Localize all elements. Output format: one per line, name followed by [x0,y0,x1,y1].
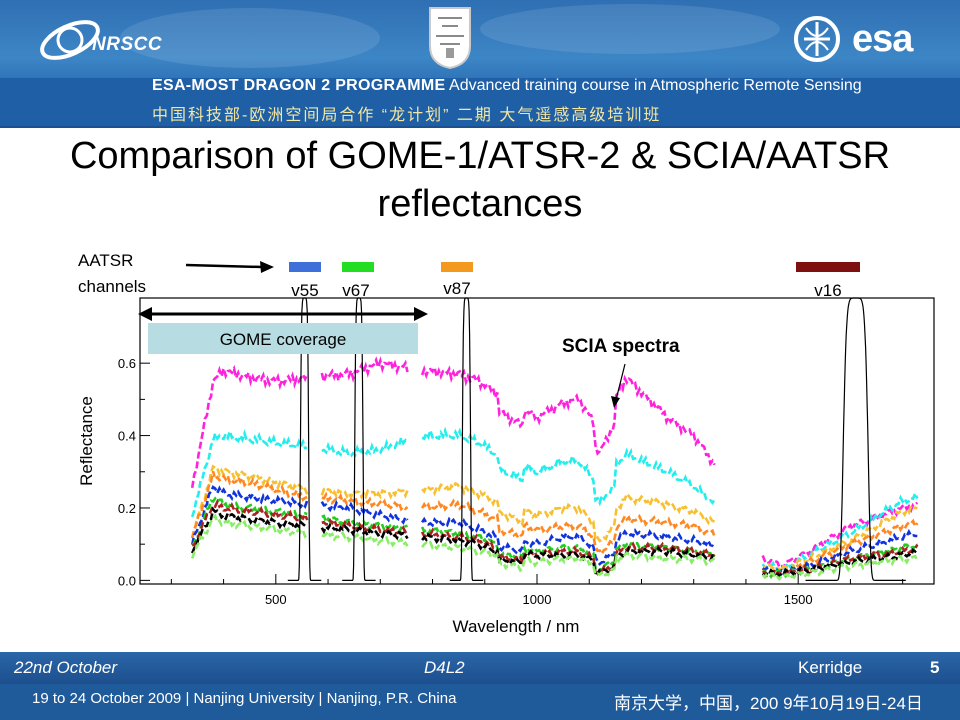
slide-title-line-1: Comparison of GOME-1/ATSR-2 & SCIA/AATSR [69,135,891,177]
header-banner: NRSCC esa ESA-MOST DRAGON 2 PROGRAMME Ad… [0,0,960,128]
x-axis-label: Wavelength / nm [453,617,580,636]
channel-swatch-v67 [342,262,374,272]
channel-label-v87: v87 [443,279,470,298]
map-shape [480,4,780,54]
aatsr-arrow-head-icon [260,261,274,273]
spectrum-line [190,356,919,571]
scia-spectra-label: SCIA spectra [562,336,680,357]
esa-logo-icon [794,16,840,62]
channel-label-v16: v16 [814,281,841,300]
aatsr-channels-label: AATSR channels [78,251,146,296]
y-tick-label: 0.2 [118,501,136,516]
slide-title-line-2: reflectances [377,183,583,225]
venue-bar [0,684,960,720]
spectrum-line [191,464,918,575]
x-tick-label: 500 [265,592,287,607]
slide-number: 5 [930,658,940,677]
nanjing-university-emblem-icon [429,7,471,70]
esa-logo-text: esa [852,18,913,60]
x-tick-label: 1000 [523,592,552,607]
footer-bar [0,652,960,684]
gome-arrow-right-icon [414,307,428,321]
channel-swatch-v87 [441,262,473,272]
map-shape [120,8,380,68]
spectra-series [190,356,919,582]
programme-description: Advanced training course in Atmospheric … [449,77,862,94]
nrscc-logo-text: NRSCC [92,34,163,55]
venue-text-chinese: 南京大学，中国，200 9年10月19日-24日 [614,694,923,713]
scia-pointer-line [615,363,626,401]
nrscc-logo-icon [40,20,100,60]
spectrum-line [190,485,918,576]
spectrum-line [190,513,919,582]
y-axis-label: Reflectance [77,396,96,486]
gome-arrow-left-icon [138,307,152,321]
programme-line: ESA-MOST DRAGON 2 PROGRAMME Advanced tra… [152,77,862,95]
y-tick-label: 0.4 [118,429,136,444]
channel-label-v67: v67 [342,281,369,300]
y-tick-label: 0.6 [118,356,136,371]
footer-speaker: Kerridge [798,658,863,677]
scia-pointer-arrow-icon [611,396,620,408]
channel-swatch-v55 [289,262,321,272]
y-tick-label: 0.0 [118,573,136,588]
programme-chinese: 中国科技部-欧洲空间局合作 “龙计划” 二期 大气遥感高级培训班 [152,107,662,124]
spectrum-line [190,506,919,578]
spectrum-line [192,498,919,578]
slide-title: Comparison of GOME-1/ATSR-2 & SCIA/AATSR… [0,132,960,228]
footer-date: 22nd October [14,658,118,677]
channel-swatch-v16 [796,262,860,272]
venue-text: 19 to 24 October 2009 | Nanjing Universi… [32,690,457,707]
footer-session: D4L2 [424,658,465,677]
x-tick-label: 1500 [784,592,813,607]
spectrum-line [190,426,919,573]
channel-label-v55: v55 [291,281,318,300]
programme-name: ESA-MOST DRAGON 2 PROGRAMME [152,77,446,94]
spectrum-line [190,471,919,577]
header-band [0,78,960,126]
aatsr-arrow-line [185,263,263,269]
annotations: v55 v67 v87 v16 AATSR channels GOME coverage SC… [78,251,860,408]
gome-coverage-box [148,323,418,354]
axes: 0.0 0.2 0.4 0.6 500 1000 1500 Wavelength / nm Re… [77,297,935,636]
spectrum-line [191,496,918,580]
gome-coverage-label: GOME coverage [220,330,347,349]
